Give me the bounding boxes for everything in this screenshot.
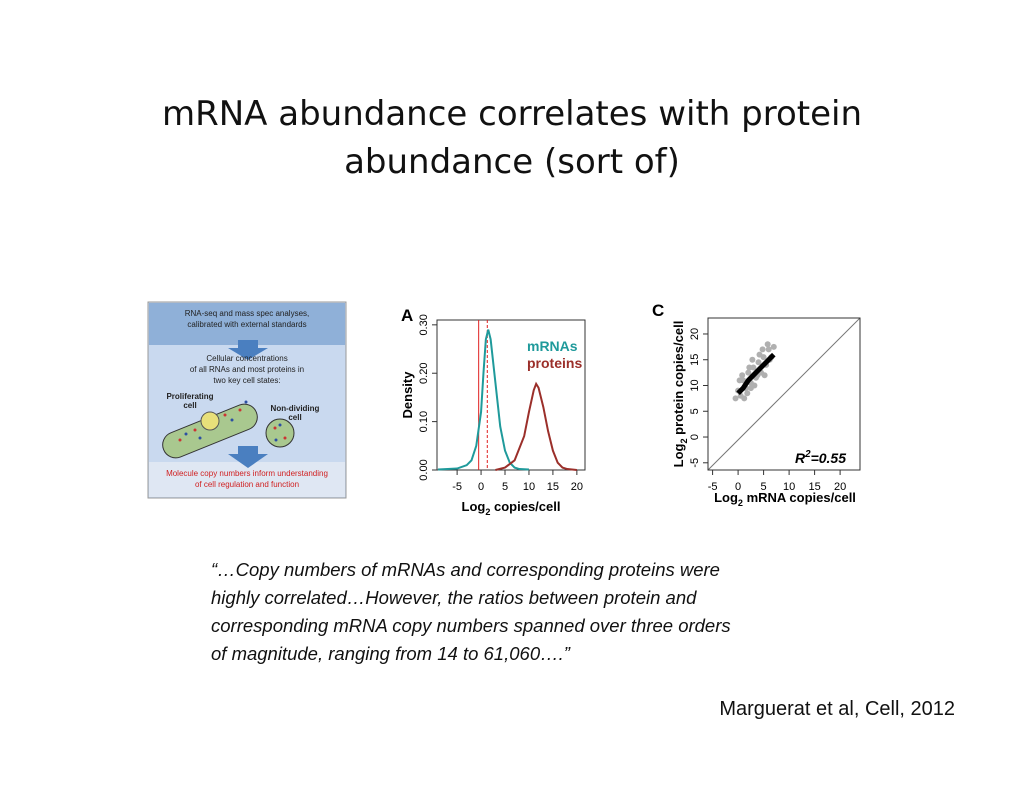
cell-label: Proliferating xyxy=(166,392,213,401)
scatter-point xyxy=(770,343,777,350)
nucleus xyxy=(200,411,220,431)
axis-label: R2=0.55 xyxy=(795,449,846,466)
scatter-point xyxy=(761,372,768,379)
quote-line: highly correlated…However, the ratios be… xyxy=(211,587,697,608)
molecules xyxy=(178,408,287,442)
legend-entry: mRNAs xyxy=(527,338,578,354)
label-rest: mRNA copies/cell xyxy=(743,490,856,505)
header-band xyxy=(149,303,345,345)
x-tick-label: 5 xyxy=(761,481,767,493)
scatter-point xyxy=(749,356,756,363)
x-tick-label: -5 xyxy=(452,481,462,493)
scatter-point xyxy=(755,359,762,366)
label-sub: 2 xyxy=(804,449,811,460)
y-tick-label: 0.20 xyxy=(418,363,430,384)
y-tick-label: 5 xyxy=(689,408,701,414)
non-dividing-cell xyxy=(265,418,295,448)
label-sub: 2 xyxy=(679,438,689,443)
label-text: Log xyxy=(714,490,738,505)
scatter-point xyxy=(765,346,772,353)
scatter-point xyxy=(759,346,766,353)
quote-line: of magnitude, ranging from 14 to 61,060…… xyxy=(211,643,570,664)
identity-line xyxy=(707,317,861,471)
scatter-point xyxy=(756,351,763,358)
axis-label: Log2 copies/cell xyxy=(462,499,561,517)
header-text: RNA-seq and mass spec analyses, xyxy=(185,309,310,318)
cell-label: cell xyxy=(183,401,196,410)
footer-text: Molecule copy numbers inform understandi… xyxy=(166,469,328,478)
axis-label: Density xyxy=(400,371,415,419)
middle-text: two key cell states: xyxy=(213,376,280,385)
x-tick-label: -5 xyxy=(708,481,718,493)
y-tick-label: 0.10 xyxy=(418,411,430,432)
arrow xyxy=(228,446,268,468)
label-text: R xyxy=(795,450,806,466)
x-tick-label: 15 xyxy=(547,481,559,493)
middle-text: of all RNAs and most proteins in xyxy=(190,365,304,374)
x-tick-label: 20 xyxy=(571,481,583,493)
molecules xyxy=(184,400,282,442)
y-tick-label: 10 xyxy=(689,379,701,391)
x-tick-label: 0 xyxy=(735,481,741,493)
scatter-point xyxy=(744,390,751,397)
scatter-point xyxy=(745,369,752,376)
y-tick-label: 0 xyxy=(689,434,701,440)
x-tick-label: 20 xyxy=(834,481,846,493)
citation: Marguerat et al, Cell, 2012 xyxy=(719,698,955,720)
scatter-point xyxy=(736,377,743,384)
trend-line xyxy=(736,352,776,395)
x-tick-label: 5 xyxy=(502,481,508,493)
middle-text: Cellular concentrations xyxy=(206,354,287,363)
label-rest: copies/cell xyxy=(490,499,560,514)
scatter-point xyxy=(747,385,754,392)
axis-label: Log2 protein copies/cell xyxy=(671,321,689,468)
footer-text: of cell regulation and function xyxy=(195,480,299,489)
scatter-point xyxy=(764,341,771,348)
plot-frame xyxy=(436,319,586,471)
density-line xyxy=(495,381,577,471)
panel-label: C xyxy=(652,301,664,320)
scatter-point xyxy=(741,395,748,402)
x-tick-label: 10 xyxy=(783,481,795,493)
quote-line: corresponding mRNA copy numbers spanned … xyxy=(211,615,731,636)
density-line xyxy=(437,329,530,471)
header-text: calibrated with external standards xyxy=(187,320,306,329)
figure-1: RNA-seq and mass spec analyses, calibrat… xyxy=(147,301,347,499)
label-text: Log xyxy=(462,499,486,514)
y-tick-label: 0.30 xyxy=(418,314,430,335)
legend-entry: proteins xyxy=(527,355,582,371)
axis-label: Log2 mRNA copies/cell xyxy=(714,490,856,508)
label-sub: 2 xyxy=(485,507,490,517)
label-rest: protein copies/cell xyxy=(671,321,686,439)
panel-label: A xyxy=(401,306,413,325)
scatter-point xyxy=(746,364,753,371)
slide-title: mRNA abundance correlates with protein a… xyxy=(161,94,863,182)
label-sub: 2 xyxy=(738,498,743,508)
x-tick-label: 0 xyxy=(478,481,484,493)
label-text: Log xyxy=(671,443,686,467)
plot-frame xyxy=(707,317,861,471)
y-tick-label: 20 xyxy=(689,328,701,340)
quote-line: “…Copy numbers of mRNAs and correspondin… xyxy=(211,559,720,580)
y-tick-label: 0.00 xyxy=(418,459,430,480)
cell-label: Non-dividing xyxy=(271,404,320,413)
scatter-point xyxy=(732,395,739,402)
quote: “…Copy numbers of mRNAs and correspondin… xyxy=(211,556,731,668)
x-tick-label: 10 xyxy=(523,481,535,493)
y-tick-label: -5 xyxy=(689,458,701,468)
x-tick-label: 15 xyxy=(808,481,820,493)
y-tick-label: 15 xyxy=(689,354,701,366)
cell-label: cell xyxy=(288,413,301,422)
arrow xyxy=(228,340,268,360)
footer-band xyxy=(149,462,345,497)
scatter-point xyxy=(739,372,746,379)
label-rest: =0.55 xyxy=(811,450,847,466)
